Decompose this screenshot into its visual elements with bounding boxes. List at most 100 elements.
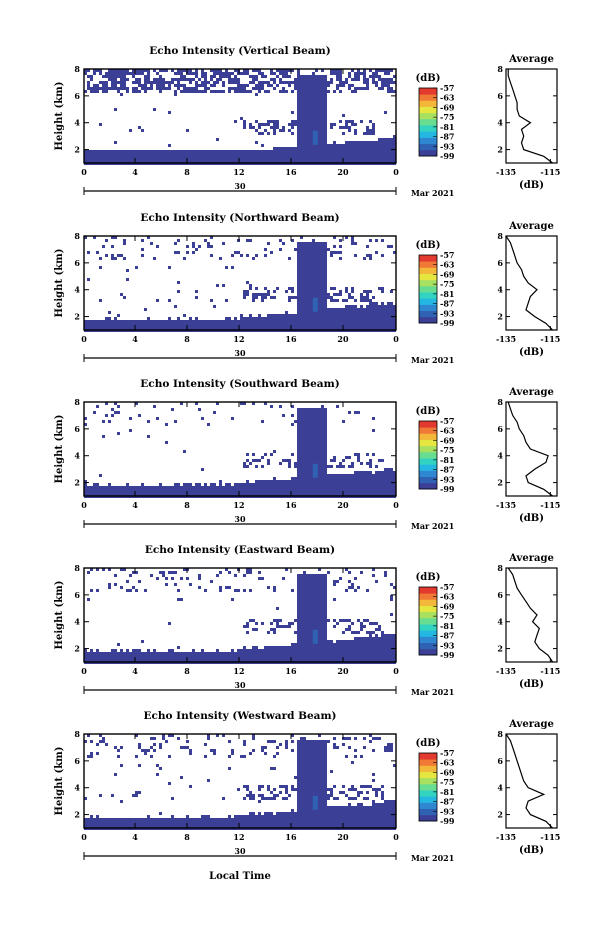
colorbar-segment (419, 642, 437, 650)
x-tick-label: 8 (184, 832, 190, 842)
colorbar-segment (419, 273, 437, 281)
colorbar-tick-label: -99 (440, 650, 455, 660)
date-day: 30 (234, 348, 246, 358)
profile-y-tick-label: 6 (497, 424, 503, 434)
panel-title: Echo Intensity (Eastward Beam) (145, 544, 335, 556)
y-tick-label: 6 (74, 424, 80, 434)
colorbar-segment (419, 599, 437, 606)
colorbar-tick-label: -69 (440, 767, 455, 777)
date-month: Mar 2021 (411, 521, 454, 531)
profile-x-tick-label: -115 (540, 167, 560, 177)
x-tick-label: 20 (337, 500, 349, 510)
profile-plot: Average 2 4 6 8 -135 -115 (dB) (496, 553, 560, 690)
colorbar-tick-label: -69 (440, 435, 455, 445)
x-tick-label: 0 (393, 167, 399, 177)
colorbar-tick-label: -75 (440, 611, 454, 621)
y-axis-label: Height (km) (54, 415, 65, 484)
colorbar-frame (418, 87, 438, 157)
column-core (312, 795, 318, 810)
colorbar-frame (418, 420, 438, 490)
colorbar-tick-label: -63 (440, 592, 455, 602)
colorbar-tick-label: -93 (440, 806, 455, 816)
column-core (312, 130, 318, 145)
profile-x-label: (dB) (519, 845, 544, 856)
x-tick-label: 0 (393, 334, 399, 344)
x-tick-label: 0 (393, 666, 399, 676)
colorbar-segment (419, 427, 437, 434)
x-tick-label: 4 (132, 832, 138, 842)
colorbar-segment (419, 796, 437, 803)
colorbar-segment (419, 100, 437, 107)
x-tick-label: 0 (81, 666, 87, 676)
date-month: Mar 2021 (411, 188, 454, 198)
y-tick-label: 4 (74, 118, 80, 128)
colorbar-segment (419, 316, 437, 324)
profile-y-tick-label: 8 (497, 729, 503, 739)
colorbar-tick-label: -81 (440, 621, 454, 631)
y-axis-label: Height (km) (54, 747, 65, 816)
colorbar-segment (419, 125, 437, 132)
heatmap-cells (84, 69, 396, 165)
colorbar-tick-label: -69 (440, 269, 455, 279)
colorbar-unit: (dB) (416, 240, 441, 251)
y-tick-label: 2 (74, 644, 80, 654)
profile-y-tick-label: 6 (497, 258, 503, 268)
profile-y-tick-label: 4 (497, 285, 503, 295)
colorbar-segment (419, 433, 437, 440)
x-axis-label: Local Time (209, 871, 271, 882)
y-tick-label: 8 (74, 64, 80, 74)
profile-y-tick-label: 4 (497, 451, 503, 461)
column-core (312, 297, 318, 312)
y-axis-label: Height (km) (54, 249, 65, 318)
heatmap-cells (84, 568, 396, 664)
colorbar-frame (418, 586, 438, 656)
colorbar-segment (419, 445, 437, 453)
colorbar-unit: (dB) (416, 738, 441, 749)
profile-y-tick-label: 6 (497, 91, 503, 101)
profile-line (505, 733, 554, 829)
colorbar-segment (419, 802, 437, 810)
panel-title: Echo Intensity (Southward Beam) (140, 378, 339, 390)
profile-line (505, 235, 554, 331)
profile-frame (505, 567, 558, 663)
colorbar-segment (419, 617, 437, 625)
panel-4: Echo Intensity (Westward Beam) Height (km… (54, 710, 560, 863)
y-tick-label: 6 (74, 590, 80, 600)
x-tick-label: 12 (233, 334, 244, 344)
colorbar-segment (419, 753, 437, 760)
colorbar-unit: (dB) (416, 572, 441, 583)
profile-y-tick-label: 8 (497, 397, 503, 407)
x-tick-label: 0 (81, 500, 87, 510)
profile-y-tick-label: 4 (497, 783, 503, 793)
colorbar-segment (419, 790, 437, 797)
x-tick-label: 4 (132, 500, 138, 510)
profile-x-label: (dB) (519, 513, 544, 524)
profile-x-tick-label: -135 (496, 666, 516, 676)
colorbar-segment (419, 279, 437, 287)
colorbar-tick-label: -99 (440, 318, 455, 328)
colorbar-segment (419, 421, 437, 428)
y-tick-label: 8 (74, 729, 80, 739)
profile-y-tick-label: 4 (497, 118, 503, 128)
colorbar-tick-label: -87 (440, 465, 454, 475)
date-month: Mar 2021 (411, 355, 454, 365)
colorbar-tick-label: -75 (440, 112, 454, 122)
profile-x-label: (dB) (519, 347, 544, 358)
profile-frame (505, 235, 558, 331)
heatmap-cells (84, 402, 396, 498)
colorbar-segment (419, 131, 437, 138)
date-month: Mar 2021 (411, 687, 454, 697)
colorbar-segment (419, 261, 437, 268)
colorbar-tick-label: -87 (440, 132, 454, 142)
colorbar-segment (419, 458, 437, 465)
x-tick-label: 20 (337, 832, 349, 842)
y-tick-label: 2 (74, 312, 80, 322)
colorbar-tick-label: -87 (440, 797, 454, 807)
colorbar-segment (419, 470, 437, 478)
colorbar-tick-label: -75 (440, 279, 454, 289)
colorbar-unit: (dB) (416, 73, 441, 84)
x-tick-label: 20 (337, 666, 349, 676)
colorbar-segment (419, 605, 437, 613)
profile-y-tick-label: 2 (497, 644, 503, 654)
x-tick-label: 12 (233, 167, 244, 177)
